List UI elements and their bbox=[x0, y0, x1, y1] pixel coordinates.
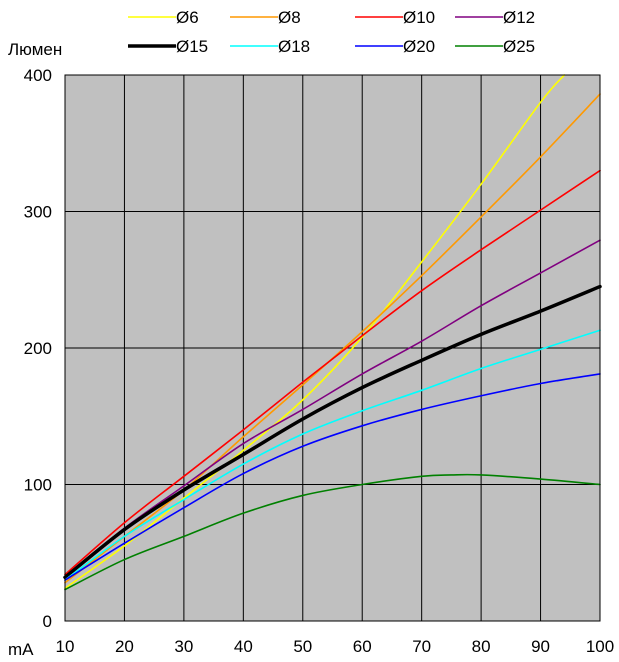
series-line-5 bbox=[63, 284, 602, 580]
y-tick-label: 100 bbox=[24, 476, 52, 495]
grid bbox=[65, 75, 600, 621]
legend: Ø6 Ø8 Ø10 Ø12 Ø15 Ø18 Ø20 Ø25 bbox=[128, 8, 535, 56]
x-tick-label: 50 bbox=[293, 637, 312, 656]
y-tick-label: 400 bbox=[24, 66, 52, 85]
x-tick-label: 90 bbox=[531, 637, 550, 656]
legend-label: Ø15 bbox=[176, 37, 208, 56]
x-tick-label: 60 bbox=[353, 637, 372, 656]
y-tick-label: 300 bbox=[24, 203, 52, 222]
x-tick-label: 80 bbox=[472, 637, 491, 656]
series-line-7 bbox=[64, 373, 601, 581]
x-axis-label: mA bbox=[8, 640, 34, 657]
x-tick-label: 100 bbox=[586, 637, 614, 656]
legend-label: Ø18 bbox=[278, 37, 310, 56]
legend-label: Ø6 bbox=[176, 8, 199, 27]
legend-label: Ø25 bbox=[503, 37, 535, 56]
legend-label: Ø20 bbox=[403, 37, 435, 56]
legend-label: Ø10 bbox=[403, 8, 435, 27]
series-lines bbox=[63, 74, 602, 591]
x-tick-label: 30 bbox=[174, 637, 193, 656]
x-tick-label: 70 bbox=[412, 637, 431, 656]
legend-label: Ø12 bbox=[503, 8, 535, 27]
series-line-6 bbox=[64, 329, 601, 581]
legend-label: Ø8 bbox=[278, 8, 301, 27]
plot-frame bbox=[64, 74, 601, 622]
series-line-2 bbox=[64, 93, 601, 584]
x-tick-label: 10 bbox=[56, 637, 75, 656]
x-tick-label: 20 bbox=[115, 637, 134, 656]
series-line-1 bbox=[64, 74, 566, 590]
series-line-8 bbox=[64, 473, 601, 591]
y-axis-label: Люмен bbox=[8, 40, 62, 59]
y-axis-ticks: 0 100 200 300 400 bbox=[24, 66, 52, 631]
series-line-4 bbox=[64, 239, 601, 579]
x-axis-ticks: 10 20 30 40 50 60 70 80 90 100 bbox=[56, 637, 615, 656]
x-tick-label: 40 bbox=[234, 637, 253, 656]
y-tick-label: 0 bbox=[43, 612, 52, 631]
y-tick-label: 200 bbox=[24, 339, 52, 358]
series-line-3 bbox=[64, 169, 601, 576]
